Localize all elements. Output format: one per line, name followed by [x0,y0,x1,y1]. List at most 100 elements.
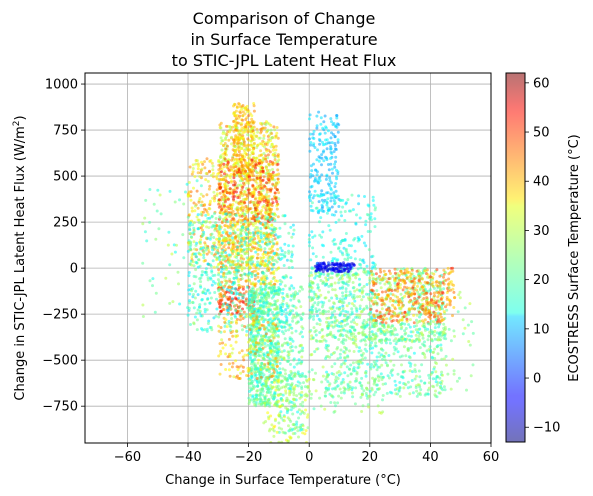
data-point [354,222,358,226]
data-point [281,393,285,397]
data-point [364,223,368,227]
data-point [148,188,152,191]
data-point [332,213,336,217]
data-point [254,345,258,349]
data-point [236,233,240,237]
data-point [318,331,322,334]
data-point [278,371,282,375]
data-point [212,199,216,203]
data-point [256,275,260,279]
data-point [228,130,232,134]
data-point [221,189,225,193]
data-point [239,309,243,313]
data-point [255,127,259,131]
data-point [248,312,252,316]
data-point [314,307,318,311]
data-point [289,436,293,440]
data-point [141,315,145,318]
data-point [271,265,275,269]
data-point [186,215,190,219]
data-point [262,175,266,179]
data-point [248,278,251,282]
data-point [329,316,333,319]
data-point [264,304,268,308]
data-point [314,274,318,278]
data-point [220,148,224,152]
data-point [308,137,312,141]
data-point [243,272,247,276]
data-point [442,272,446,276]
data-point [226,312,230,316]
data-point [221,286,225,290]
data-point [275,360,279,364]
data-point [272,345,276,349]
data-point [234,266,238,269]
data-point [272,378,276,381]
data-point [269,327,273,331]
data-point [241,370,245,373]
data-point [251,135,255,139]
data-point [175,243,178,247]
data-point [312,142,316,146]
data-point [318,275,322,279]
data-point [176,270,180,274]
data-point [273,227,277,231]
data-point [237,280,241,283]
data-point [178,198,181,202]
data-point [446,266,450,270]
data-point [271,231,275,235]
data-point [309,204,313,208]
data-point [219,270,223,274]
data-point [372,261,376,265]
data-point [307,237,311,241]
data-point [229,173,233,176]
data-point [363,267,366,271]
data-point [208,184,212,188]
data-point [330,307,333,311]
data-point [414,333,418,337]
data-point [293,315,297,319]
data-point [317,308,321,312]
data-point [195,311,199,315]
data-point [229,226,233,230]
data-point [313,189,317,193]
data-point [336,138,340,142]
data-point [233,287,237,291]
data-point [283,242,287,246]
data-point [334,125,338,128]
data-point [289,342,292,346]
data-point [287,401,291,405]
data-point [250,376,254,379]
data-point [278,367,282,371]
data-point [270,423,274,427]
data-point [334,182,338,185]
data-point [348,313,352,317]
data-point [258,314,262,318]
data-point [226,260,230,264]
data-point [337,281,341,285]
data-point [206,262,210,266]
data-point [248,153,252,157]
data-point [265,231,269,235]
data-point [267,417,271,421]
data-point [254,221,257,225]
data-point [247,298,251,302]
data-point [255,348,259,352]
data-point [196,218,200,222]
data-point [358,282,362,286]
data-point [195,255,198,259]
data-point [259,231,263,235]
data-point [217,288,221,291]
data-point [224,318,228,322]
data-point [213,291,217,294]
data-point [259,187,263,191]
data-point [280,386,283,390]
data-point [227,337,231,341]
data-point [234,235,237,239]
data-point [371,292,375,296]
data-point [364,244,368,248]
data-point [231,183,235,187]
data-point [261,205,265,209]
data-point [396,289,400,293]
data-point [252,308,256,311]
